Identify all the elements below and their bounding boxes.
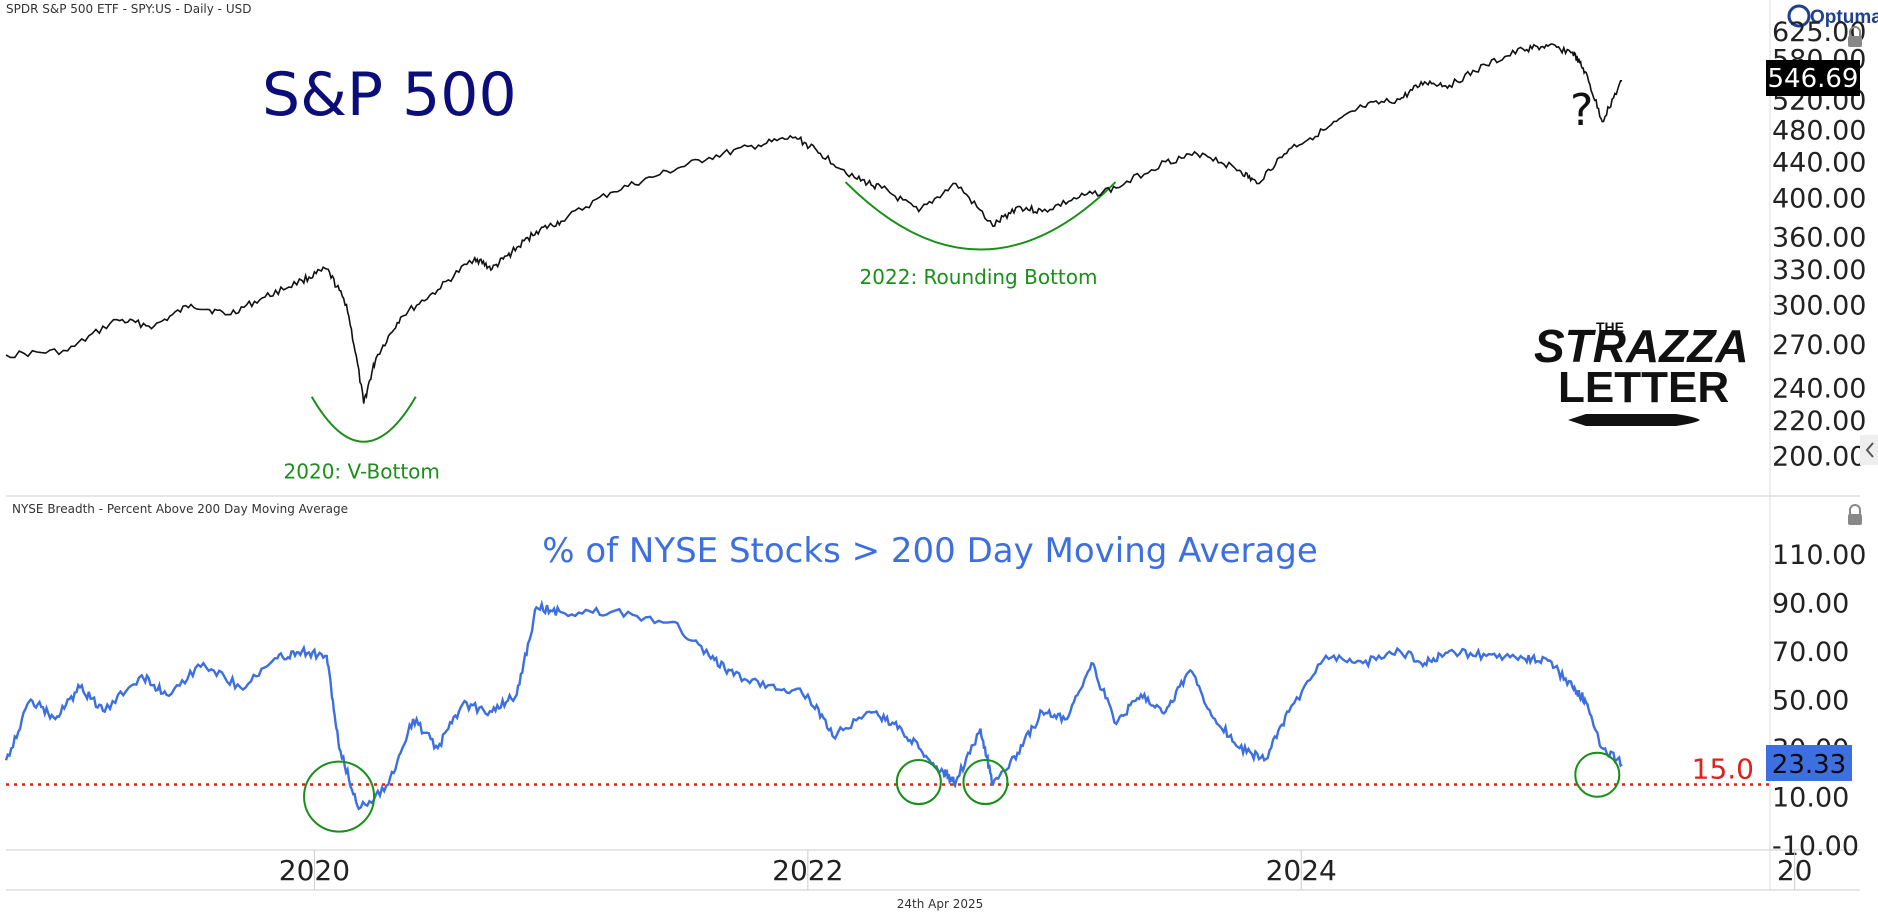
- x-tick-label: 2022: [772, 854, 843, 887]
- bottom-y-tick-label: 50.00: [1772, 686, 1849, 717]
- bottom-y-tick-label: 90.00: [1772, 589, 1849, 620]
- optuma-brand: Optuma: [1787, 4, 1878, 28]
- brand-label: Optuma: [1810, 7, 1878, 28]
- sp500-title: S&P 500: [262, 60, 517, 130]
- top-y-tick-label: 440.00: [1772, 148, 1866, 179]
- top-panel-label: SPDR S&P 500 ETF - SPY:US - Daily - USD: [6, 2, 251, 16]
- spy-last-value-badge: 546.69: [1766, 60, 1860, 96]
- rounding-bottom-label: 2022: Rounding Bottom: [860, 265, 1098, 289]
- optuma-logo-icon: [1787, 4, 1811, 28]
- strazza-letter-logo: THE STRAZZA LETTER: [1534, 319, 1749, 426]
- top-y-tick-label: 200.00: [1772, 442, 1866, 473]
- v-bottom-arc: [310, 396, 417, 443]
- spy-last-value: 546.69: [1768, 64, 1859, 94]
- x-tick-label: 2024: [1266, 854, 1337, 887]
- top-y-tick-label: 330.00: [1772, 255, 1866, 286]
- top-y-tick-label: 270.00: [1772, 330, 1866, 361]
- breadth-last-value-badge: 23.33: [1766, 745, 1852, 781]
- top-y-tick-label: 480.00: [1772, 115, 1866, 146]
- bottom-panel-label: NYSE Breadth - Percent Above 200 Day Mov…: [12, 502, 348, 516]
- top-y-tick-label: 220.00: [1772, 406, 1866, 437]
- svg-text:THE: THE: [1596, 319, 1624, 335]
- spy-price-line: [5, 43, 1622, 404]
- lock-icon[interactable]: [1848, 504, 1862, 525]
- v-bottom-label: 2020: V-Bottom: [284, 460, 440, 484]
- top-y-tick-label: 300.00: [1772, 291, 1866, 322]
- bottom-y-tick-label: 110.00: [1772, 540, 1866, 571]
- lock-icon[interactable]: [1848, 26, 1862, 47]
- breadth-low-circle: [303, 760, 376, 833]
- collapse-chevron-icon[interactable]: [1860, 435, 1878, 465]
- question-mark-annotation: ?: [1570, 85, 1593, 136]
- bottom-annotations: [303, 751, 1621, 833]
- x-tick-label: 20: [1777, 854, 1813, 887]
- bottom-y-tick-label: 10.00: [1772, 783, 1849, 814]
- breadth-low-circle: [1574, 751, 1621, 798]
- breadth-title: % of NYSE Stocks > 200 Day Moving Averag…: [542, 531, 1318, 571]
- date-footer: 24th Apr 2025: [897, 897, 984, 911]
- bottom-y-tick-label: -10.00: [1772, 831, 1859, 862]
- top-y-tick-label: 400.00: [1772, 183, 1866, 214]
- top-y-tick-label: 360.00: [1772, 223, 1866, 254]
- x-tick-label: 2020: [279, 854, 350, 887]
- svg-text:LETTER: LETTER: [1558, 363, 1729, 412]
- top-annotations: 2020: V-Bottom 2022: Rounding Bottom: [284, 181, 1117, 484]
- x-axis: 2020 2022 2024 20: [279, 850, 1813, 890]
- pen-nib-icon: [1568, 414, 1700, 426]
- breadth-low-circle: [895, 759, 942, 806]
- svg-text:STRAZZA: STRAZZA: [1534, 320, 1749, 372]
- bottom-y-tick-label: 70.00: [1772, 637, 1849, 668]
- breadth-last-value: 23.33: [1772, 750, 1846, 780]
- threshold-label: 15.0: [1692, 752, 1754, 785]
- breadth-line: [4, 599, 1623, 811]
- top-y-tick-label: 240.00: [1772, 374, 1866, 405]
- rounding-bottom-arc: [844, 181, 1117, 251]
- breadth-low-circle: [962, 759, 1009, 806]
